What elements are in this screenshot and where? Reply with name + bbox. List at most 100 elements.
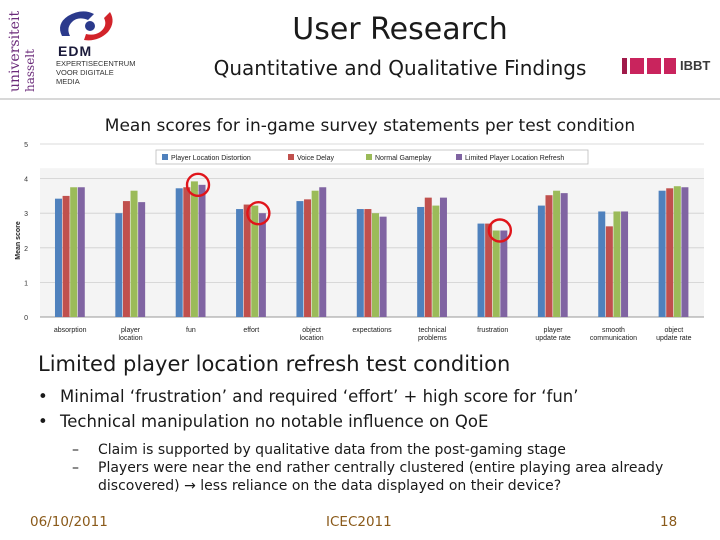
x-tick-label: location: [300, 335, 324, 342]
bar: [304, 199, 312, 317]
uh-logo-line2: hasselt: [23, 49, 37, 92]
bullet-item: • Minimal ‘frustration’ and required ‘eff…: [38, 384, 718, 409]
footer-page-number: 18: [660, 514, 678, 530]
bar-chart: 0 1 2 3 4 5 Mean score Player Location Distorti…: [8, 136, 708, 348]
legend-swatch: [366, 154, 372, 160]
legend-swatch: [288, 154, 294, 160]
edm-logo-subtitle: EXPERTISECENTRUM VOOR DIGITALE MEDIA: [56, 59, 136, 86]
bar: [122, 201, 130, 317]
bar: [70, 187, 78, 317]
x-tick-label: absorption: [54, 327, 87, 334]
x-tick-label: update rate: [656, 335, 692, 342]
x-tick-label: object: [664, 327, 683, 334]
bar: [296, 201, 304, 317]
bar: [432, 205, 440, 317]
bar: [115, 213, 123, 317]
bar: [658, 190, 666, 317]
bar: [673, 186, 681, 317]
x-tick-label: expectations: [352, 327, 392, 334]
x-tick-label: fun: [186, 327, 196, 334]
legend-entry: Limited Player Location Refresh: [465, 155, 564, 162]
legend-entry: Normal Gameplay: [375, 155, 432, 162]
sub-bullet-text: Players were near the end rather central…: [98, 460, 664, 494]
bar: [251, 205, 259, 317]
y-tick-label: 0: [24, 315, 28, 322]
bar: [424, 197, 432, 317]
x-tick-label: frustration: [477, 327, 508, 334]
ibbt-logo-name: IBBT: [680, 58, 711, 73]
highlight-circle: [185, 172, 211, 198]
bar: [598, 211, 606, 317]
x-tick-label: player: [121, 327, 141, 334]
bullet-marker: •: [38, 412, 48, 431]
footer-date: 06/10/2011: [30, 514, 108, 530]
bar: [54, 198, 62, 317]
bar: [77, 187, 85, 317]
bar: [681, 187, 689, 317]
legend-entry: Player Location Distortion: [171, 155, 251, 162]
bullet-text: Technical manipulation no notable influe…: [60, 412, 489, 431]
x-tick-label: smooth: [602, 327, 625, 334]
header-divider: [0, 98, 720, 100]
slide-title: User Research: [292, 12, 508, 47]
bar: [190, 181, 198, 317]
bullet-marker: •: [38, 387, 48, 406]
sub-bullet-list: – Claim is supported by qualitative data …: [72, 441, 712, 495]
chart-heading: Mean scores for in-game survey statement…: [104, 116, 636, 136]
uh-logo-line1: universiteit: [7, 10, 23, 92]
x-tick-label: update rate: [535, 335, 571, 342]
bar: [62, 195, 70, 317]
bar: [439, 197, 447, 317]
legend-swatch: [162, 154, 168, 160]
bar: [243, 204, 251, 317]
bullet-list: • Minimal ‘frustration’ and required ‘eff…: [38, 384, 718, 434]
sub-bullet-marker: –: [72, 442, 79, 458]
bar: [236, 209, 244, 317]
bar: [183, 187, 191, 317]
legend-entry: Voice Delay: [297, 155, 334, 162]
x-tick-label: location: [118, 335, 142, 342]
section-heading: Limited player location refresh test con…: [38, 352, 511, 376]
bullet-item: • Technical manipulation no notable influ…: [38, 409, 718, 434]
universiteit-hasselt-logo: universiteit hasselt: [6, 4, 44, 96]
bar: [560, 193, 568, 317]
y-tick-label: 1: [24, 280, 28, 287]
y-tick-label: 3: [24, 211, 28, 218]
bar: [319, 187, 327, 317]
bullet-text: Minimal ‘frustration’ and required ‘effo…: [60, 387, 579, 406]
sub-bullet-marker: –: [72, 460, 79, 476]
bar: [492, 230, 500, 317]
slide-subtitle: Quantitative and Qualitative Findings: [213, 56, 587, 80]
x-tick-label: object: [302, 327, 321, 334]
bar: [130, 190, 138, 317]
footer-conference: ICEC2011: [326, 514, 392, 530]
x-tick-label: communication: [590, 335, 637, 342]
uh-logo-text: universiteit hasselt: [7, 10, 38, 92]
y-tick-label: 5: [24, 142, 28, 149]
bar: [500, 230, 508, 317]
edm-logo-name: EDM: [58, 43, 93, 59]
sub-bullet-item: – Claim is supported by qualitative data …: [72, 441, 712, 459]
bar: [553, 190, 561, 317]
y-tick-label: 4: [24, 177, 28, 184]
bar: [138, 202, 146, 317]
edm-logo-mark: [60, 11, 113, 41]
bar: [621, 211, 629, 317]
bar: [198, 184, 206, 317]
highlight-circle: [487, 218, 513, 243]
bar: [477, 223, 485, 317]
bar: [311, 190, 319, 317]
y-tick-label: 2: [24, 246, 28, 253]
ibbt-logo-bars: [622, 58, 676, 74]
bar: [175, 188, 183, 317]
y-axis-label: Mean score: [15, 221, 22, 260]
bar: [356, 209, 364, 317]
highlight-circle: [246, 200, 271, 226]
bar: [379, 216, 387, 317]
x-tick-label: effort: [243, 327, 259, 334]
legend-swatch: [456, 154, 462, 160]
bar: [613, 211, 621, 317]
bar: [417, 206, 425, 317]
x-tick-label: technical: [419, 327, 447, 334]
bar: [537, 205, 545, 317]
